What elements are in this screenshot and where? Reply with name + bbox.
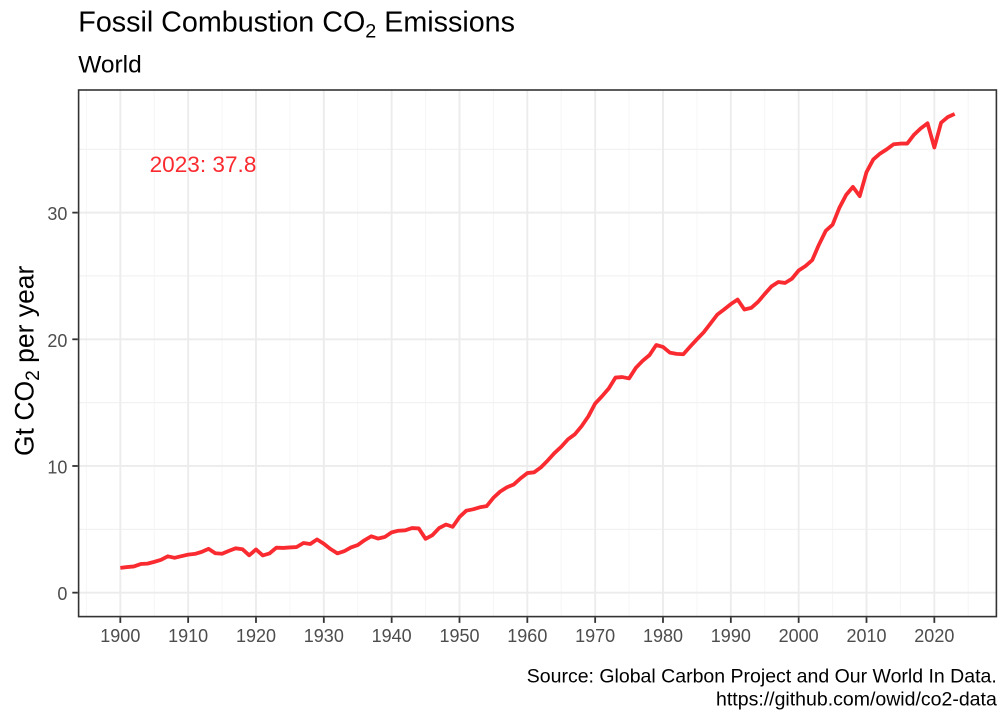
svg-text:1960: 1960 [507,626,547,646]
svg-text:0: 0 [57,584,67,604]
svg-text:1920: 1920 [236,626,276,646]
svg-text:2000: 2000 [779,626,819,646]
svg-text:https://github.com/owid/co2-da: https://github.com/owid/co2-data [716,688,997,710]
svg-text:Source: Global Carbon Project: Source: Global Carbon Project and Our Wo… [527,666,997,688]
svg-text:1970: 1970 [575,626,615,646]
svg-text:Fossil Combustion CO2 Emission: Fossil Combustion CO2 Emissions [78,7,515,43]
svg-text:1910: 1910 [168,626,208,646]
svg-text:Gt CO2 per year: Gt CO2 per year [10,265,44,456]
svg-text:10: 10 [47,457,67,477]
svg-text:2010: 2010 [846,626,886,646]
svg-text:1950: 1950 [439,626,479,646]
svg-text:1940: 1940 [372,626,412,646]
svg-text:1980: 1980 [643,626,683,646]
svg-text:2020: 2020 [914,626,954,646]
svg-text:1900: 1900 [100,626,140,646]
svg-text:30: 30 [47,204,67,224]
svg-text:World: World [78,51,142,78]
svg-text:1930: 1930 [304,626,344,646]
svg-text:2023: 37.8: 2023: 37.8 [150,152,257,177]
svg-text:1990: 1990 [711,626,751,646]
svg-text:20: 20 [47,331,67,351]
